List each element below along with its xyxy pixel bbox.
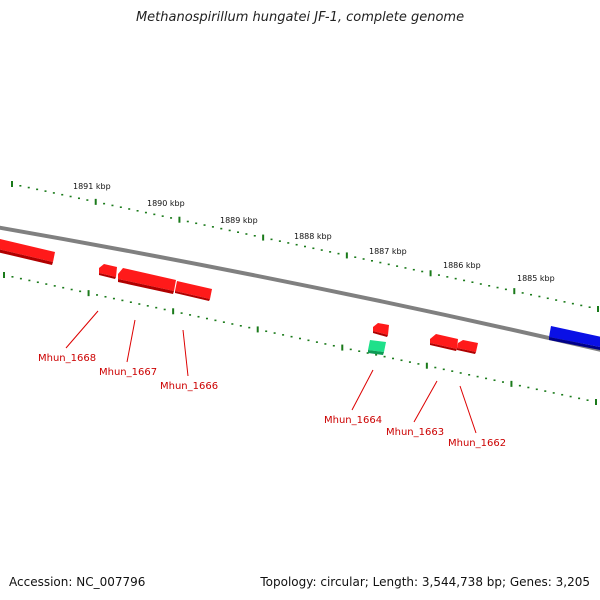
gene-feature-mhun-1665[interactable] bbox=[373, 323, 389, 337]
genome-summary-text: Topology: circular; Length: 3,544,738 bp… bbox=[260, 575, 590, 589]
outer-scale-track bbox=[11, 181, 599, 312]
scale-label: 1887 kbp bbox=[369, 247, 407, 256]
scale-label: 1885 kbp bbox=[517, 274, 555, 283]
map-title: Methanospirillum hungatei JF-1, complete… bbox=[135, 10, 465, 25]
scale-label: 1888 kbp bbox=[294, 232, 332, 241]
gene-label[interactable]: Mhun_1664 bbox=[324, 415, 382, 426]
gene-feature-mhun-1667[interactable] bbox=[118, 268, 176, 294]
gene-feature-left-edge[interactable] bbox=[0, 239, 55, 265]
label-leader-line bbox=[351, 369, 374, 411]
label-leader-line bbox=[459, 385, 477, 434]
gene-label[interactable]: Mhun_1666 bbox=[160, 381, 218, 392]
gene-feature-right-edge[interactable] bbox=[549, 326, 600, 350]
scale-label: 1890 kbp bbox=[147, 199, 185, 208]
gene-label[interactable]: Mhun_1667 bbox=[99, 367, 157, 378]
accession-text: Accession: NC_007796 bbox=[9, 575, 146, 589]
gene-feature-mhun-1668[interactable] bbox=[99, 264, 117, 279]
genome-backbone bbox=[0, 225, 600, 352]
gene-feature-mhun-1662[interactable] bbox=[457, 340, 478, 354]
scale-label: 1889 kbp bbox=[220, 216, 258, 225]
gene-feature-mhun-1664[interactable] bbox=[368, 340, 386, 355]
label-leader-line bbox=[182, 329, 189, 377]
gene-label[interactable]: Mhun_1663 bbox=[386, 427, 444, 438]
scale-label: 1891 kbp bbox=[73, 182, 111, 191]
gene-feature-mhun-1666[interactable] bbox=[175, 281, 212, 301]
inner-scale-track bbox=[3, 272, 597, 405]
gene-label[interactable]: Mhun_1662 bbox=[448, 438, 506, 449]
gene-label[interactable]: Mhun_1668 bbox=[38, 353, 96, 364]
scale-label: 1886 kbp bbox=[443, 261, 481, 270]
label-leader-line bbox=[65, 310, 99, 349]
label-leader-line bbox=[413, 380, 438, 423]
gene-feature-mhun-1663[interactable] bbox=[430, 334, 458, 351]
label-leader-line bbox=[126, 319, 136, 363]
